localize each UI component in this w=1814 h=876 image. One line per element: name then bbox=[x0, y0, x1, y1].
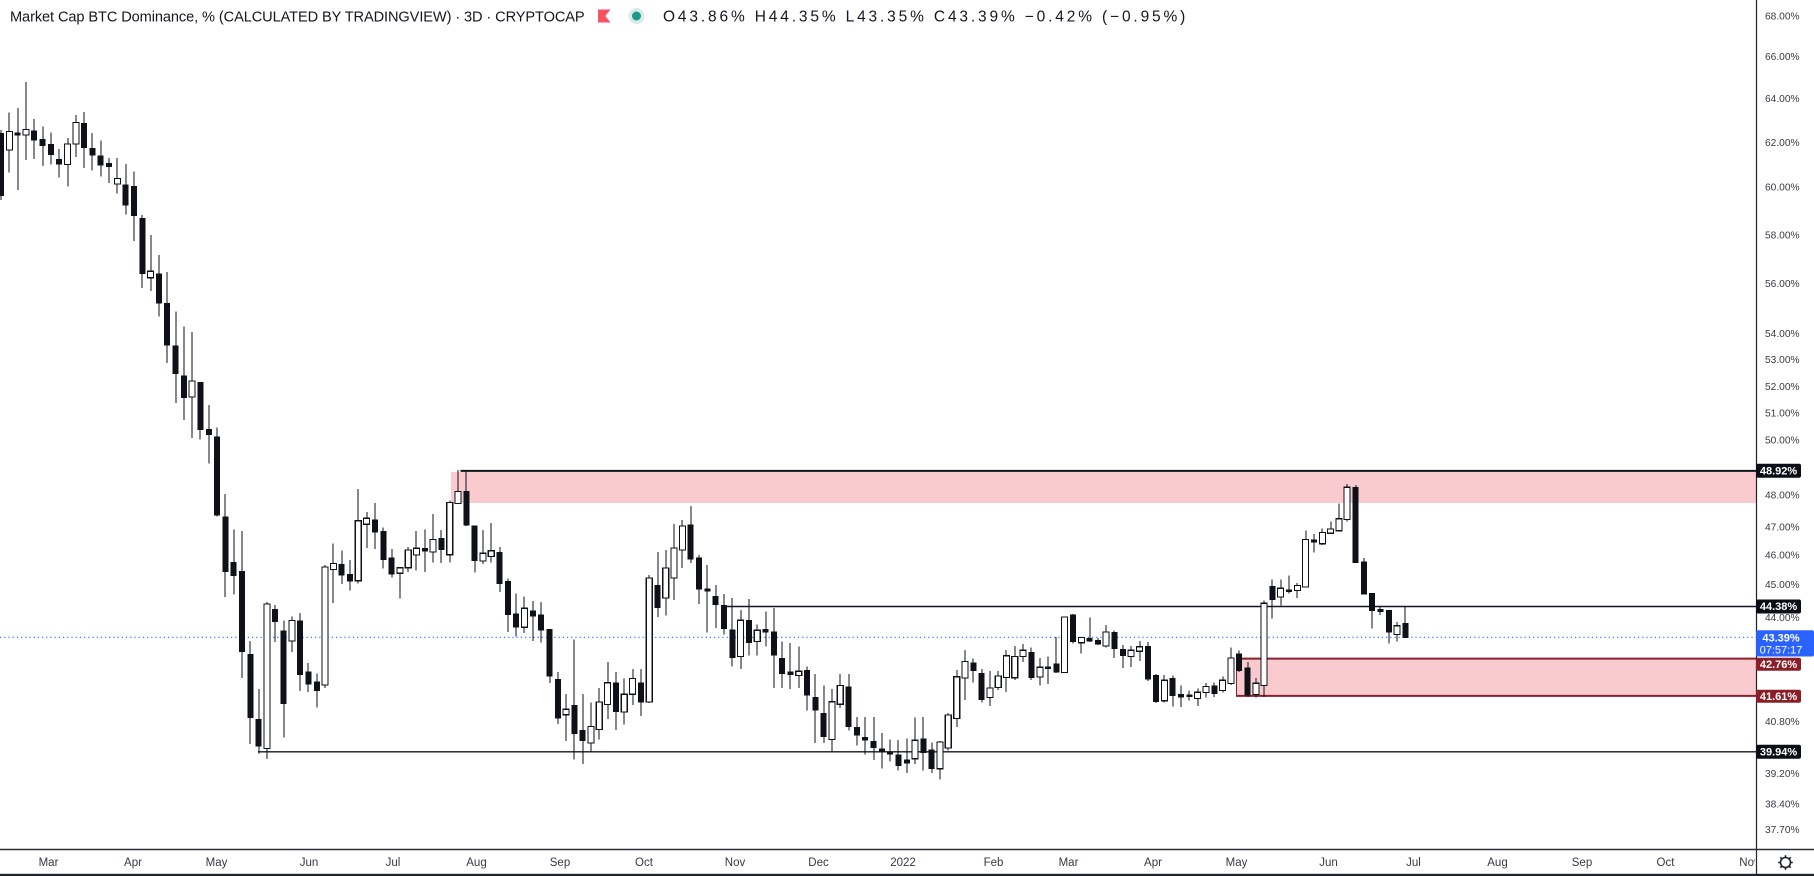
svg-text:Jun: Jun bbox=[300, 857, 319, 869]
svg-text:Market Cap BTC Dominance, % (C: Market Cap BTC Dominance, % (CALCULATED … bbox=[10, 10, 585, 26]
svg-text:58.00%: 58.00% bbox=[1765, 231, 1800, 242]
svg-text:Apr: Apr bbox=[124, 857, 142, 869]
svg-text:41.61%: 41.61% bbox=[1760, 691, 1798, 703]
svg-text:Jul: Jul bbox=[386, 857, 401, 869]
svg-text:Aug: Aug bbox=[1487, 857, 1507, 869]
svg-text:May: May bbox=[206, 857, 228, 869]
svg-text:62.00%: 62.00% bbox=[1765, 138, 1800, 149]
svg-text:Feb: Feb bbox=[984, 857, 1004, 869]
svg-text:64.00%: 64.00% bbox=[1765, 94, 1800, 105]
svg-text:Jul: Jul bbox=[1406, 857, 1421, 869]
svg-text:39.94%: 39.94% bbox=[1760, 747, 1798, 759]
svg-text:Sep: Sep bbox=[550, 857, 570, 869]
svg-text:Aug: Aug bbox=[466, 857, 486, 869]
svg-text:60.00%: 60.00% bbox=[1765, 183, 1800, 194]
svg-text:52.00%: 52.00% bbox=[1765, 382, 1800, 393]
svg-text:Mar: Mar bbox=[1059, 857, 1079, 869]
svg-text:Oct: Oct bbox=[1657, 857, 1676, 869]
svg-text:Oct: Oct bbox=[635, 857, 654, 869]
svg-text:37.70%: 37.70% bbox=[1765, 825, 1800, 836]
svg-text:Apr: Apr bbox=[1144, 857, 1162, 869]
svg-text:Sep: Sep bbox=[1572, 857, 1592, 869]
svg-text:Jun: Jun bbox=[1319, 857, 1338, 869]
svg-text:07:57:17: 07:57:17 bbox=[1760, 645, 1803, 657]
svg-text:Nov: Nov bbox=[725, 857, 746, 869]
svg-text:40.80%: 40.80% bbox=[1765, 717, 1800, 728]
svg-text:42.76%: 42.76% bbox=[1760, 659, 1798, 671]
svg-text:Nov: Nov bbox=[1739, 857, 1760, 869]
svg-text:Dec: Dec bbox=[808, 857, 829, 869]
svg-text:68.00%: 68.00% bbox=[1765, 12, 1800, 23]
svg-text:44.38%: 44.38% bbox=[1760, 601, 1798, 613]
svg-text:44.00%: 44.00% bbox=[1765, 613, 1800, 624]
svg-text:2022: 2022 bbox=[890, 857, 916, 869]
svg-text:Mar: Mar bbox=[39, 857, 59, 869]
svg-text:46.00%: 46.00% bbox=[1765, 551, 1800, 562]
svg-text:39.20%: 39.20% bbox=[1765, 769, 1800, 780]
svg-text:O43.86% H44.35% L43.35% C43.39: O43.86% H44.35% L43.35% C43.39% −0.42% (… bbox=[663, 9, 1188, 26]
svg-text:56.00%: 56.00% bbox=[1765, 279, 1800, 290]
svg-text:47.00%: 47.00% bbox=[1765, 522, 1800, 533]
svg-text:51.00%: 51.00% bbox=[1765, 409, 1800, 420]
svg-text:43.39%: 43.39% bbox=[1762, 633, 1800, 645]
svg-text:54.00%: 54.00% bbox=[1765, 329, 1800, 340]
svg-text:48.92%: 48.92% bbox=[1760, 466, 1798, 478]
svg-text:May: May bbox=[1226, 857, 1248, 869]
svg-text:53.00%: 53.00% bbox=[1765, 355, 1800, 366]
svg-text:48.00%: 48.00% bbox=[1765, 491, 1800, 502]
svg-text:45.00%: 45.00% bbox=[1765, 580, 1800, 591]
svg-text:38.40%: 38.40% bbox=[1765, 800, 1800, 811]
svg-text:50.00%: 50.00% bbox=[1765, 435, 1800, 446]
svg-text:66.00%: 66.00% bbox=[1765, 52, 1800, 63]
